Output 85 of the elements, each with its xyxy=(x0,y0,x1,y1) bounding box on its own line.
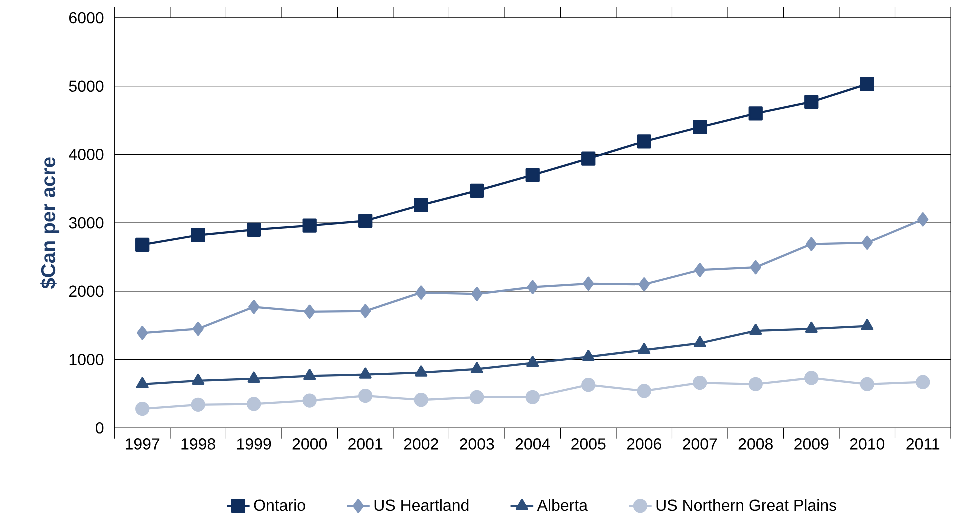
point xyxy=(470,362,484,374)
point xyxy=(416,286,427,300)
point xyxy=(527,280,538,295)
legend-label: Ontario xyxy=(254,500,306,512)
x-tick-label: 2007 xyxy=(683,438,718,450)
point xyxy=(860,77,874,92)
legend-label: US Northern Great Plains xyxy=(656,500,836,512)
point xyxy=(136,402,150,416)
point xyxy=(137,326,148,340)
point xyxy=(526,356,540,368)
x-tick-label: 2000 xyxy=(292,438,328,450)
point xyxy=(804,371,819,386)
point xyxy=(806,237,818,252)
point xyxy=(470,184,484,198)
point xyxy=(358,389,373,404)
point xyxy=(693,120,708,135)
point xyxy=(191,228,206,243)
x-tick-label: 2003 xyxy=(460,438,494,450)
point xyxy=(860,378,874,392)
point xyxy=(582,350,595,362)
point xyxy=(192,322,204,336)
point xyxy=(916,376,930,390)
point xyxy=(861,319,874,331)
point xyxy=(750,324,762,336)
point xyxy=(748,378,763,392)
x-tick-label: 2011 xyxy=(906,438,940,450)
point xyxy=(862,236,873,250)
point xyxy=(526,168,540,183)
point xyxy=(526,390,540,405)
x-tick-label: 2006 xyxy=(627,438,662,450)
point xyxy=(136,238,150,252)
point xyxy=(304,305,316,320)
point xyxy=(637,384,652,399)
y-tick-label: 5000 xyxy=(69,80,104,92)
legend-label: Alberta xyxy=(537,500,588,512)
point xyxy=(359,368,372,380)
point xyxy=(247,397,262,412)
x-tick-label: 2005 xyxy=(572,438,606,450)
point xyxy=(302,394,317,408)
y-tick-label: 4000 xyxy=(69,149,104,161)
point xyxy=(918,212,929,227)
point xyxy=(472,287,483,302)
point xyxy=(192,374,205,386)
y-tick-label: 0 xyxy=(96,422,104,434)
point xyxy=(694,336,706,348)
x-tick-label: 1997 xyxy=(126,438,160,450)
x-tick-label: 1998 xyxy=(182,438,216,450)
y-tick-label: 1000 xyxy=(70,354,104,366)
point xyxy=(583,277,594,292)
x-tick-label: 2009 xyxy=(794,438,829,450)
point xyxy=(694,263,706,278)
point xyxy=(470,390,484,405)
point xyxy=(638,343,651,355)
point xyxy=(414,393,428,408)
point xyxy=(805,322,818,334)
point xyxy=(582,378,596,392)
x-tick-label: 2004 xyxy=(516,438,550,450)
point xyxy=(414,198,428,213)
point xyxy=(358,214,373,228)
point xyxy=(804,95,819,110)
point xyxy=(750,260,762,275)
point xyxy=(638,278,650,292)
x-tick-label: 1999 xyxy=(238,438,272,450)
x-tick-label: 2008 xyxy=(738,438,773,450)
point xyxy=(248,300,260,314)
point xyxy=(693,376,708,390)
point xyxy=(302,218,317,234)
point xyxy=(415,366,428,378)
point xyxy=(637,134,652,150)
point xyxy=(304,369,316,381)
point xyxy=(748,106,763,122)
point xyxy=(191,398,206,412)
legend-label: US Heartland xyxy=(374,500,469,512)
point xyxy=(247,223,262,238)
x-tick-label: 2010 xyxy=(850,438,885,450)
y-tick-label: 3000 xyxy=(69,218,104,229)
y-tick-label: 2000 xyxy=(69,286,104,298)
x-tick-label: 2001 xyxy=(348,438,383,450)
x-tick-label: 2002 xyxy=(404,438,438,450)
point xyxy=(360,304,372,319)
y-tick-label: 6000 xyxy=(70,12,104,24)
point xyxy=(582,152,596,166)
point xyxy=(248,372,260,384)
point xyxy=(136,378,149,389)
y-axis-title: $Can per acre xyxy=(40,158,60,290)
